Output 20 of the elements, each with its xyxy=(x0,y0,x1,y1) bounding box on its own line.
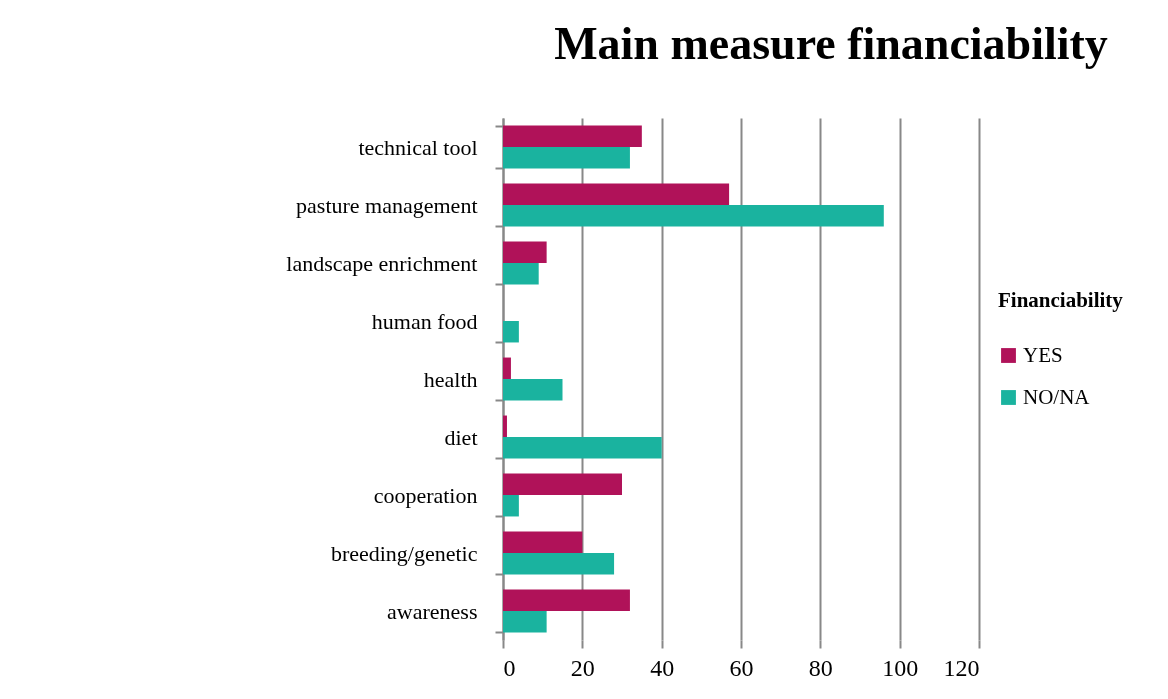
y-tick-label: human food xyxy=(371,308,478,334)
y-tick-label: landscape enrichment xyxy=(286,250,478,276)
legend-label: YES xyxy=(1023,342,1063,367)
y-tick-label: pasture management xyxy=(296,192,478,218)
x-tick-label: 20 xyxy=(570,654,595,681)
x-tick-label: 0 xyxy=(503,654,516,681)
y-tick-label: diet xyxy=(444,424,478,450)
legend-title: Financiability xyxy=(998,288,1124,312)
x-tick-label: 100 xyxy=(882,654,919,681)
x-tick-label: 60 xyxy=(729,654,754,681)
chart-title: Main measure financiability xyxy=(554,18,1108,69)
y-tick-label: cooperation xyxy=(373,482,478,508)
x-tick-label: 80 xyxy=(808,654,833,681)
legend-label: NO/NA xyxy=(1023,384,1091,409)
y-tick-label: health xyxy=(423,366,478,392)
y-tick-label: awareness xyxy=(387,598,478,624)
x-tick-label: 40 xyxy=(650,654,675,681)
x-tick-label: 120 xyxy=(943,654,980,681)
y-tick-label: breeding/genetic xyxy=(330,540,478,566)
y-tick-label: technical tool xyxy=(358,134,478,160)
